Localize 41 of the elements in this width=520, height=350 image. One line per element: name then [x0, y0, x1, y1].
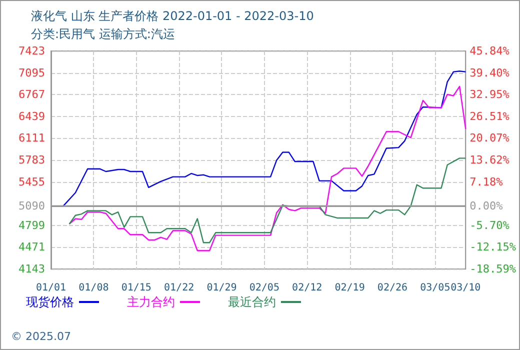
- x-tick-label: 02/05: [249, 282, 280, 294]
- y2-tick-label: -18.59%: [470, 262, 516, 276]
- y-tick-label: 4471: [18, 240, 45, 254]
- x-tick-label: 01/29: [206, 282, 237, 294]
- y-tick-label: 5455: [18, 175, 45, 188]
- x-tick-label: 02/19: [334, 282, 365, 294]
- chart-title: 液化气 山东 生产者价格 2022-01-01 - 2022-03-10: [31, 9, 314, 23]
- x-tick-label: 02/26: [377, 282, 408, 294]
- y-tick-label: 4799: [18, 218, 45, 232]
- y2-tick-label: 0.00%: [470, 200, 504, 213]
- y2-tick-label: 45.84%: [470, 44, 510, 58]
- y-tick-label: 6767: [18, 88, 45, 102]
- y2-tick-label: -12.15%: [470, 240, 516, 254]
- y2-tick-label: -5.70%: [470, 218, 510, 232]
- legend-label: 主力合约: [127, 295, 175, 309]
- x-tick-label: 01/22: [164, 282, 194, 294]
- line-series: [68, 86, 466, 252]
- legend-label: 最近合约: [228, 295, 276, 309]
- legend-label: 现货价格: [26, 295, 74, 309]
- y-tick-label: 5090: [18, 200, 45, 213]
- text: © 2025.07: [11, 330, 71, 343]
- x-tick-label: 01/15: [121, 282, 152, 294]
- x-tick-label: 03/05: [420, 282, 450, 294]
- x-tick-label: 01/08: [78, 282, 109, 294]
- y2-tick-label: 7.18%: [470, 175, 504, 188]
- y2-tick-label: 39.40%: [470, 66, 510, 80]
- y2-tick-label: 32.95%: [470, 88, 510, 102]
- y-tick-label: 5783: [18, 154, 45, 166]
- y-tick-label: 7423: [18, 44, 45, 58]
- y-tick-label: 6111: [18, 132, 45, 145]
- x-tick-label: 03/10: [450, 282, 481, 294]
- y2-tick-label: 26.51%: [470, 110, 510, 123]
- chart-subtitle: 分类:民用气 运输方式:汽运: [31, 27, 175, 41]
- x-tick-label: 01/01: [36, 282, 66, 294]
- y-tick-label: 6439: [18, 110, 45, 123]
- x-tick-label: 02/12: [292, 282, 322, 294]
- y2-tick-label: 13.62%: [470, 154, 510, 167]
- y-tick-label: 4143: [18, 262, 45, 276]
- y-tick-label: 7095: [18, 66, 45, 80]
- line-series: [68, 158, 466, 244]
- y2-tick-label: 20.07%: [470, 132, 510, 145]
